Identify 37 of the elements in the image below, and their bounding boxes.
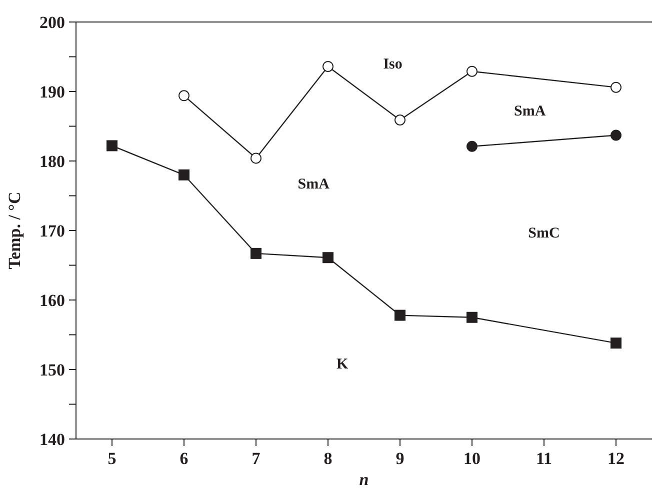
point — [250, 152, 262, 164]
x-tick-label: 12 — [608, 449, 624, 468]
y-axis-title: Temp. / °C — [5, 192, 24, 270]
point — [466, 140, 478, 152]
x-axis-title: n — [359, 470, 369, 489]
y-tick-label: 170 — [40, 222, 65, 241]
x-tick-label: 6 — [180, 449, 188, 468]
point — [106, 140, 118, 152]
point — [322, 252, 334, 264]
x-tick-label: 5 — [108, 449, 116, 468]
point — [610, 338, 622, 349]
y-tick-label: 190 — [40, 82, 65, 102]
point — [610, 82, 622, 93]
point — [178, 90, 190, 102]
annotation: Iso — [383, 56, 402, 74]
x-tick-label: 11 — [536, 449, 552, 468]
point — [322, 60, 334, 72]
point — [394, 310, 406, 321]
point — [610, 130, 622, 141]
y-tick-label: 150 — [40, 360, 65, 380]
point — [178, 169, 190, 180]
point — [466, 312, 478, 323]
y-tick-label: 160 — [40, 291, 65, 310]
annotation: SmA — [298, 176, 330, 194]
x-tick-label: 7 — [252, 449, 261, 468]
point — [250, 248, 262, 259]
x-tick-label: 8 — [324, 449, 332, 468]
y-tick-label: 140 — [40, 430, 65, 450]
annotation: SmA — [514, 103, 546, 120]
annotation: K — [336, 356, 348, 374]
x-tick-label: 10 — [464, 449, 480, 468]
annotation: SmC — [528, 225, 560, 242]
y-tick-label: 200 — [40, 13, 65, 32]
x-tick-label: 9 — [396, 449, 404, 468]
point — [466, 66, 478, 77]
point — [394, 114, 406, 126]
y-tick-label: 180 — [40, 152, 65, 172]
